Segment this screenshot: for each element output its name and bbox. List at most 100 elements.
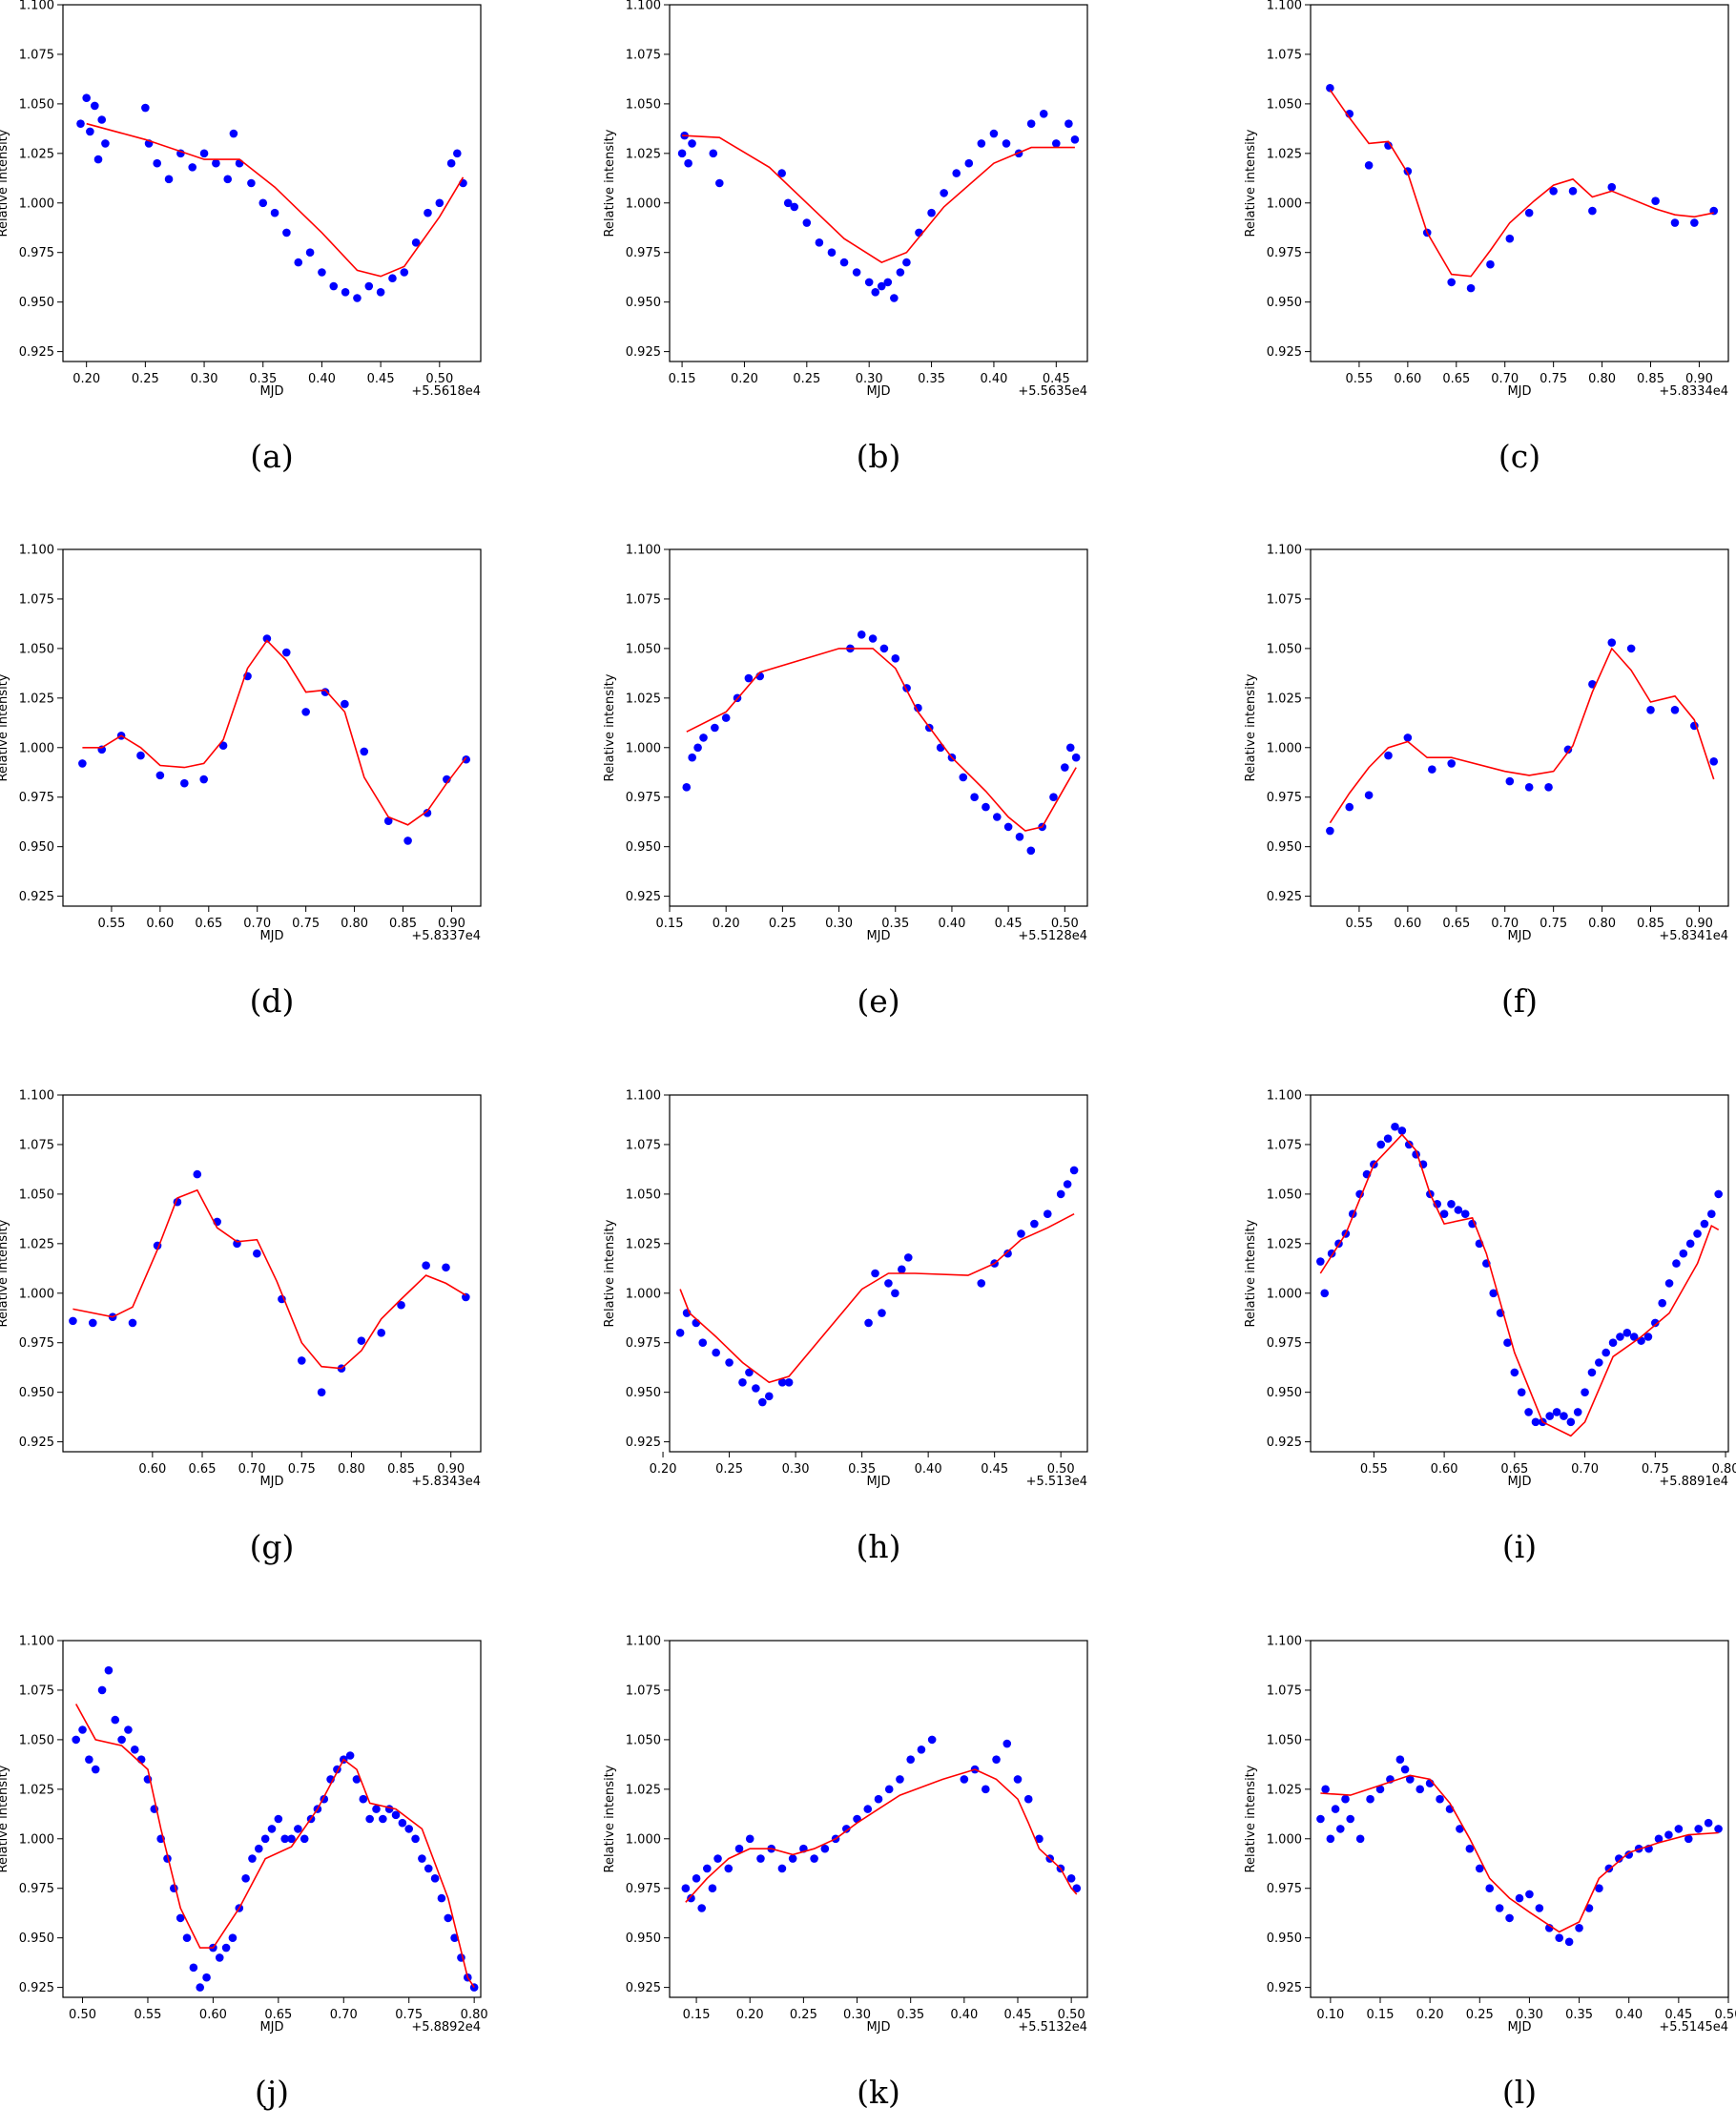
data-point [692, 1874, 701, 1883]
data-point [398, 1818, 407, 1828]
y-axis-label: Relative intensity [1244, 129, 1258, 237]
y-tick-label: 1.100 [19, 1089, 54, 1104]
data-point [1003, 822, 1013, 832]
x-tick-label: 0.90 [1685, 917, 1713, 931]
plot-frame [669, 548, 1088, 907]
data-point [1035, 1834, 1044, 1844]
y-tick-label: 1.025 [626, 147, 661, 161]
y-tick-label: 1.075 [626, 592, 661, 607]
data-point [1495, 1904, 1504, 1912]
x-tick-label: 0.15 [1367, 2008, 1395, 2022]
data-point [462, 754, 471, 764]
y-tick-label: 1.050 [1267, 97, 1302, 112]
y-tick-label: 1.050 [626, 642, 661, 656]
x-tick-label: 0.50 [69, 2008, 96, 2022]
x-tick-label: 0.80 [338, 1462, 365, 1477]
y-tick-label: 0.975 [626, 1882, 661, 1896]
data-point [1017, 1229, 1025, 1238]
x-tick-label: 0.75 [288, 1462, 316, 1477]
x-tick-label: 0.85 [387, 1462, 415, 1477]
y-tick-label: 0.925 [19, 345, 54, 360]
data-point [442, 1263, 450, 1272]
data-point [1326, 1834, 1335, 1844]
data-point [215, 1953, 224, 1962]
x-tick-label: 0.65 [1442, 917, 1470, 931]
data-point [936, 743, 945, 753]
data-point [430, 1874, 440, 1883]
data-point [101, 139, 110, 148]
x-axis-label: MJD [259, 384, 283, 399]
y-tick-label: 0.925 [626, 890, 661, 904]
fit-line [74, 1704, 475, 1989]
data-point [898, 1265, 906, 1274]
data-point [977, 139, 986, 148]
data-point [1607, 182, 1617, 192]
y-tick-label: 0.950 [19, 296, 54, 310]
data-point [424, 208, 432, 217]
data-point [871, 1269, 879, 1278]
y-axis-label: Relative intensity [0, 1765, 10, 1872]
data-point [418, 1854, 426, 1863]
data-point [891, 1289, 899, 1298]
data-point [320, 688, 330, 696]
data-point [318, 268, 326, 277]
data-point [353, 294, 362, 302]
data-point [444, 1913, 453, 1923]
panel-caption: (k) [857, 2074, 900, 2111]
data-point [1685, 1239, 1695, 1249]
data-point [777, 169, 786, 177]
y-axis-label: Relative intensity [0, 1219, 10, 1327]
fit-line [685, 1768, 1078, 1903]
y-tick-label: 1.075 [19, 592, 54, 607]
panel-caption: (j) [255, 2074, 289, 2111]
data-point [1694, 1825, 1704, 1833]
data-point [1064, 119, 1073, 128]
data-point [788, 1854, 797, 1863]
data-point [703, 1864, 712, 1873]
data-point [360, 747, 369, 756]
data-point [1588, 206, 1597, 216]
y-tick-label: 1.050 [19, 1733, 54, 1747]
data-point [927, 208, 936, 217]
data-point [287, 1834, 296, 1844]
data-point [388, 274, 397, 283]
data-point [446, 158, 456, 168]
data-point [1039, 109, 1048, 118]
data-point [977, 1279, 986, 1288]
data-point [1505, 776, 1515, 786]
x-axis-label: MJD [866, 929, 890, 943]
data-point [1456, 1825, 1464, 1833]
data-point [383, 816, 393, 825]
data-point [815, 238, 824, 247]
data-point [1070, 134, 1080, 144]
data-point [1447, 759, 1456, 768]
x-tick-label: 0.30 [825, 917, 853, 931]
chart-panel-i: 0.925 0.950 0.975 1.000 1.025 1.050 1.075 1.100… [1244, 1089, 1736, 1566]
y-tick-label: 0.925 [19, 1981, 54, 1995]
x-tick-label: 0.35 [881, 917, 909, 931]
x-tick-label: 0.30 [191, 372, 218, 386]
data-point [294, 1825, 302, 1833]
data-point [397, 1300, 405, 1310]
data-point [372, 1805, 381, 1813]
x-tick-label: 0.40 [980, 372, 1007, 386]
data-point [752, 1384, 760, 1393]
data-point [1486, 259, 1495, 269]
data-point [891, 653, 900, 663]
chart-panel-h: 0.925 0.950 0.975 1.000 1.025 1.050 1.075 1.100… [603, 1089, 1088, 1565]
data-point [111, 1715, 120, 1725]
y-tick-label: 0.925 [626, 345, 661, 360]
data-point [877, 281, 886, 291]
plot-frame [62, 1094, 482, 1453]
y-tick-label: 1.050 [1267, 1188, 1302, 1202]
y-tick-label: 1.075 [1267, 48, 1302, 62]
data-point [1616, 1333, 1624, 1341]
data-point [708, 1884, 717, 1893]
data-point [959, 773, 968, 782]
data-point [1026, 846, 1036, 856]
data-point [88, 1318, 97, 1328]
data-point [1670, 706, 1680, 714]
data-point [982, 802, 990, 812]
data-point [1587, 1368, 1597, 1377]
y-tick-label: 1.100 [626, 544, 661, 558]
